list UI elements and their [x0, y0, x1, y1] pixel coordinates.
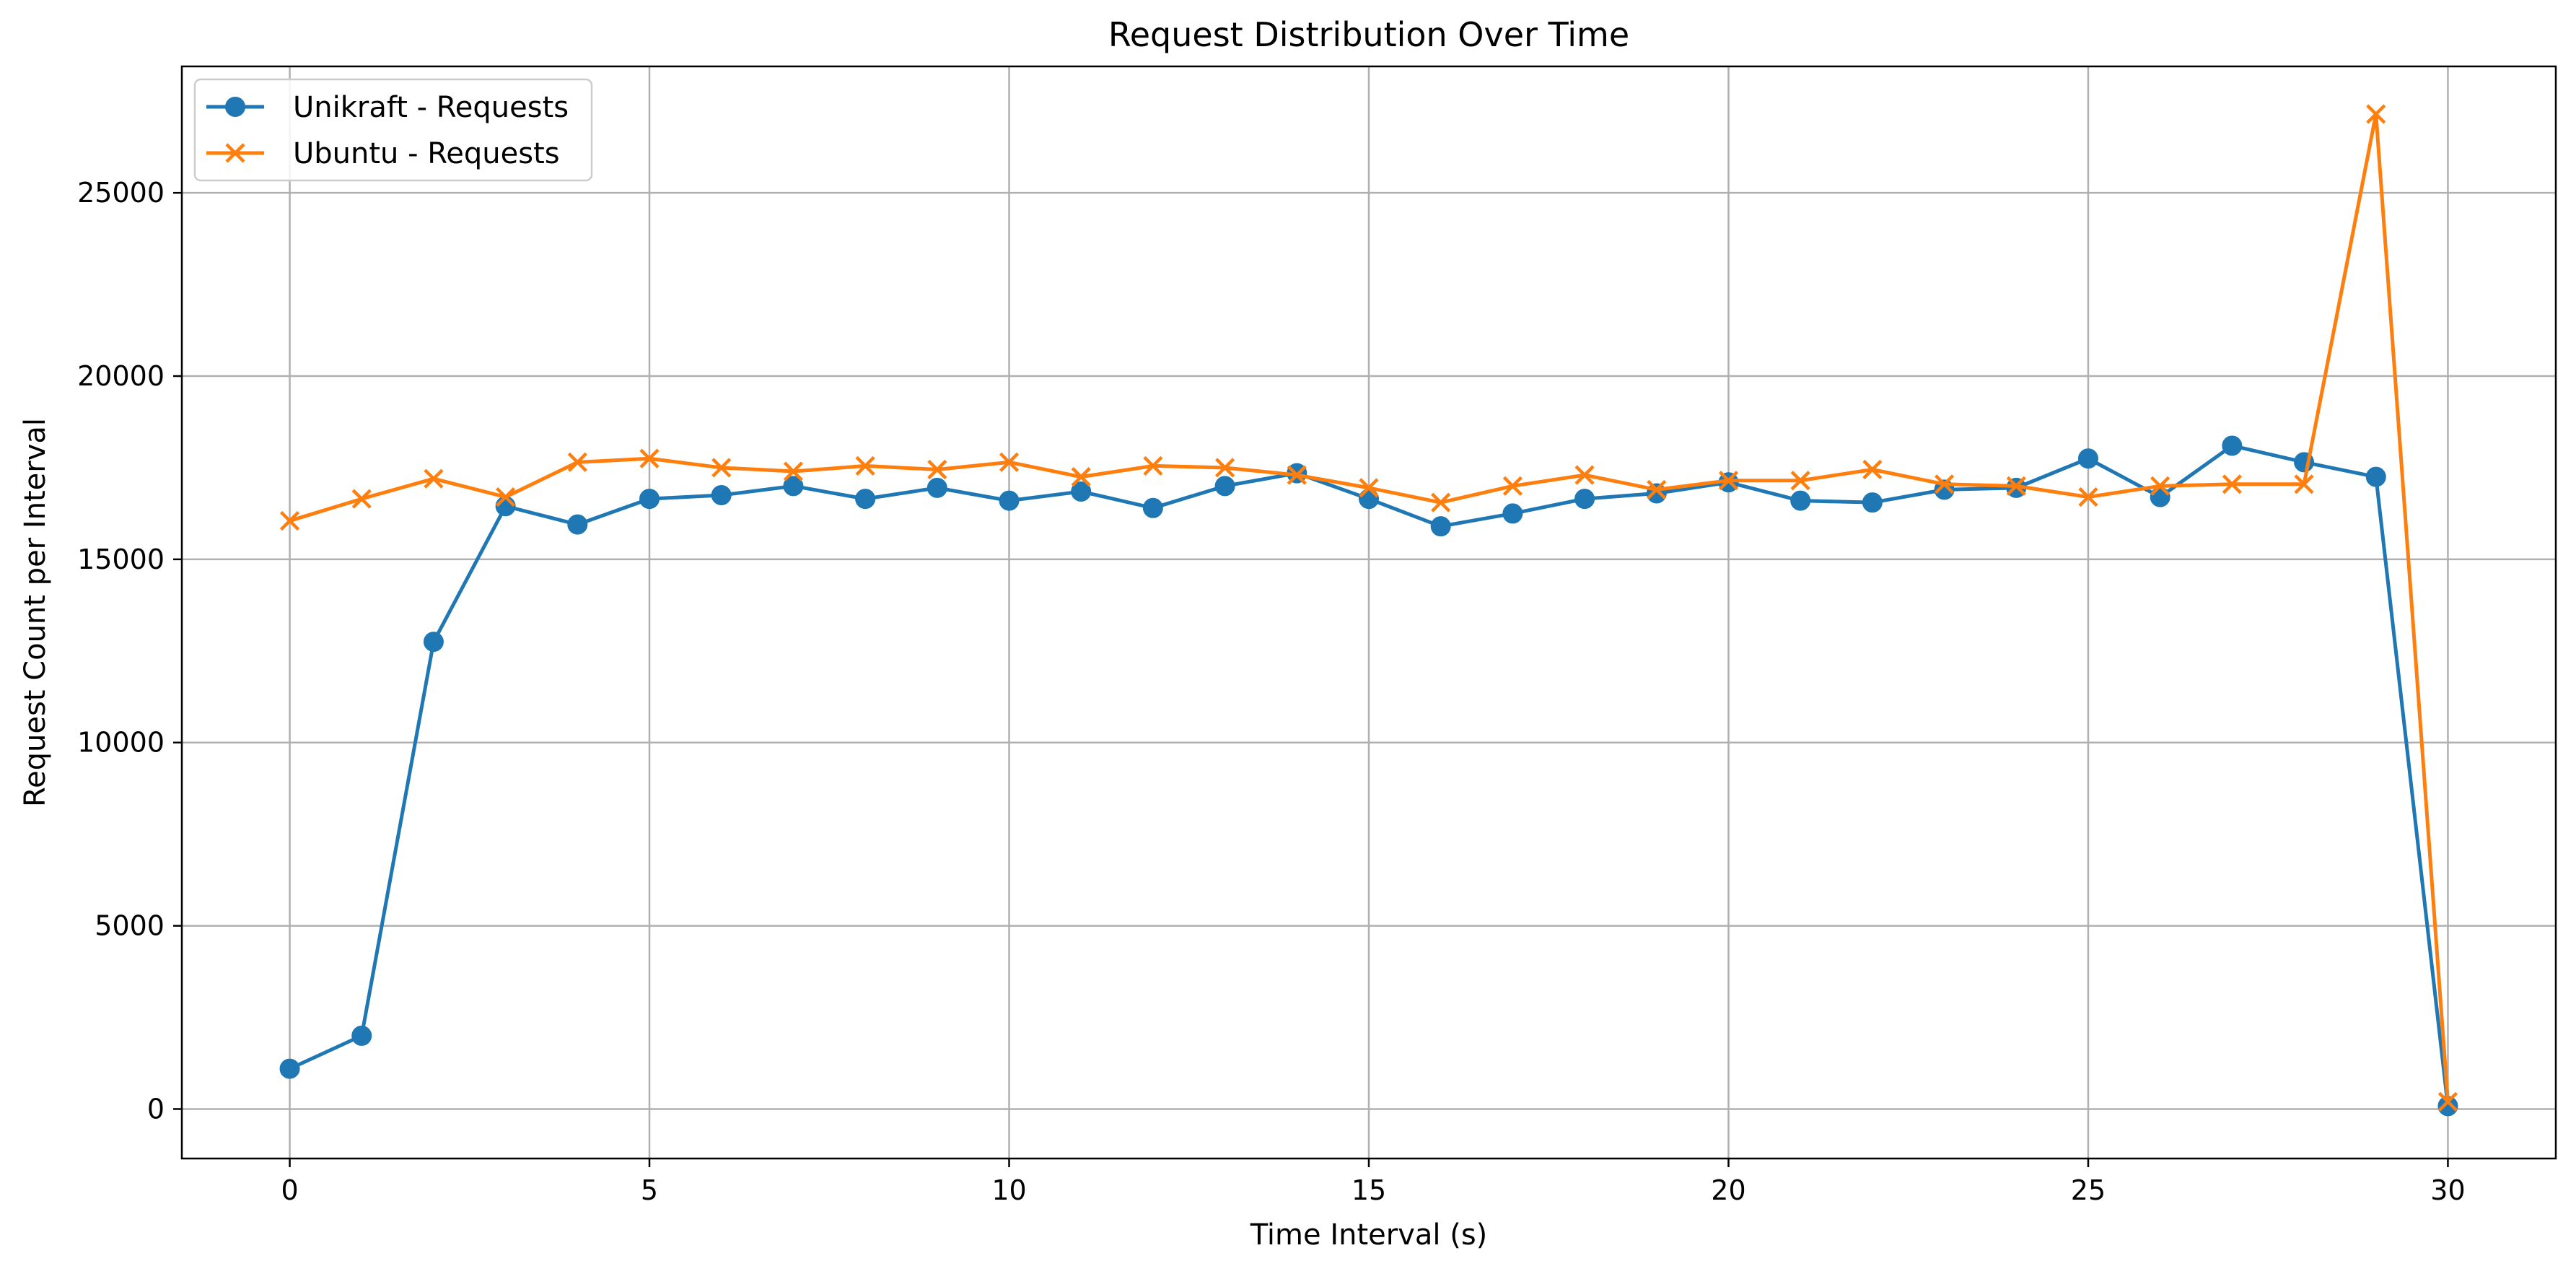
series-layer	[279, 104, 2458, 1117]
data-point	[1071, 467, 1091, 487]
data-point	[1790, 471, 1810, 491]
data-point	[711, 485, 732, 506]
data-point	[1574, 465, 1595, 485]
data-point	[711, 458, 732, 478]
legend-label-ubuntu: Ubuntu - Requests	[293, 137, 560, 170]
y-tick-label: 25000	[77, 177, 165, 209]
data-point	[783, 476, 804, 497]
data-point	[2150, 476, 2170, 496]
data-point	[1502, 476, 1523, 496]
data-point	[1934, 474, 1955, 494]
data-point	[424, 468, 444, 489]
x-tick-label: 15	[1351, 1174, 1386, 1206]
data-point	[495, 496, 516, 517]
legend-marker-symbol	[225, 97, 245, 117]
legend-marker-unikraft	[225, 97, 245, 117]
legend-entry-unikraft: Unikraft - Requests	[206, 91, 569, 124]
legend: Unikraft - Requests Ubuntu - Requests	[193, 78, 593, 182]
data-point	[567, 514, 588, 535]
x-axis-label: Time Interval (s)	[1250, 1218, 1488, 1252]
y-axis-label: Request Count per Interval	[19, 418, 52, 807]
y-tick-label: 5000	[95, 910, 165, 942]
y-tick-label: 10000	[77, 727, 165, 759]
data-point	[1071, 481, 1092, 502]
x-tick-label: 25	[2071, 1174, 2106, 1206]
data-point	[351, 1025, 372, 1046]
data-point	[1287, 465, 1307, 485]
data-point	[496, 487, 516, 507]
data-point	[2366, 104, 2386, 124]
data-point	[999, 452, 1020, 472]
chart-title: Request Distribution Over Time	[1108, 15, 1629, 54]
data-point	[639, 489, 660, 510]
data-point	[1142, 497, 1163, 518]
x-tick-label: 5	[641, 1174, 658, 1206]
x-tick-label: 10	[991, 1174, 1026, 1206]
data-point	[2437, 1091, 2458, 1112]
data-point	[1214, 476, 1235, 497]
legend-box	[193, 78, 593, 182]
data-point	[999, 490, 1020, 511]
data-point	[2006, 476, 2026, 496]
y-tick-label: 20000	[77, 360, 165, 392]
data-point	[855, 455, 875, 476]
data-point	[2222, 435, 2243, 456]
data-point	[1862, 459, 1883, 480]
data-point	[2365, 466, 2386, 487]
data-point	[1502, 503, 1523, 524]
legend-marker-symbol	[225, 143, 245, 163]
data-point	[1647, 479, 1667, 500]
data-point	[1430, 516, 1451, 537]
data-point	[1359, 478, 1379, 498]
grid	[182, 66, 2556, 1159]
legend-label-unikraft: Unikraft - Requests	[293, 91, 569, 124]
data-point	[783, 461, 804, 481]
series-ubuntu	[279, 104, 2458, 1112]
data-point	[926, 477, 947, 498]
data-point	[1862, 492, 1883, 513]
data-point	[2077, 448, 2098, 469]
data-point	[423, 632, 444, 653]
data-point	[351, 489, 372, 509]
legend-entry-ubuntu: Ubuntu - Requests	[206, 137, 560, 170]
data-point	[2078, 487, 2098, 507]
data-point	[639, 448, 660, 468]
data-point	[567, 452, 587, 472]
data-point	[1574, 489, 1595, 510]
x-tick-label: 0	[281, 1174, 298, 1206]
data-point	[1790, 490, 1811, 511]
ticks: 0 5 10 15 20 25 30 0 5000 10000 15000 20000 25000	[77, 177, 2466, 1206]
y-tick-label: 0	[147, 1093, 165, 1125]
x-tick-label: 30	[2430, 1174, 2465, 1206]
data-point	[279, 510, 300, 531]
data-point	[1143, 455, 1163, 476]
data-point	[1718, 471, 1739, 491]
data-point	[1215, 458, 1235, 478]
legend-marker-ubuntu	[225, 143, 245, 163]
data-point	[2222, 474, 2242, 494]
data-point	[927, 459, 947, 480]
x-tick-label: 20	[1711, 1174, 1745, 1206]
y-tick-label: 15000	[77, 544, 165, 575]
data-point	[2294, 474, 2314, 494]
data-point	[279, 1058, 300, 1079]
data-point	[1431, 492, 1451, 512]
data-point	[855, 489, 876, 510]
